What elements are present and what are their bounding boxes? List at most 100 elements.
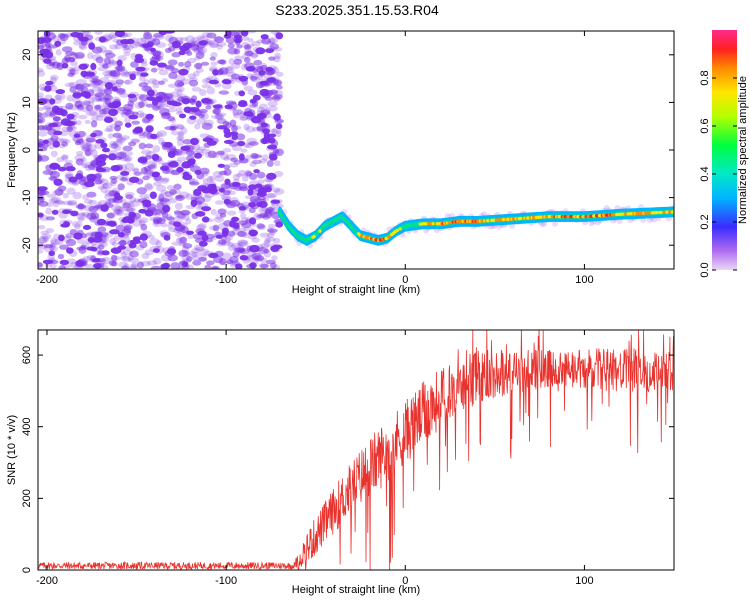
noise-speckle	[61, 46, 73, 53]
noise-speckle	[81, 100, 91, 106]
noise-speckle	[147, 164, 156, 169]
noise-speckle	[185, 218, 192, 225]
noise-speckle	[38, 67, 44, 73]
noise-speckle	[70, 114, 78, 121]
noise-speckle	[60, 223, 70, 228]
noise-speckle	[129, 265, 138, 269]
noise-speckle	[65, 238, 77, 247]
noise-speckle	[95, 113, 107, 118]
noise-speckle	[94, 31, 103, 35]
noise-speckle	[168, 220, 176, 225]
noise-speckle	[164, 126, 175, 131]
noise-speckle	[226, 210, 237, 216]
noise-speckle	[103, 202, 114, 209]
noise-speckle	[90, 62, 97, 71]
noise-speckle	[209, 42, 219, 49]
noise-speckle	[96, 218, 107, 226]
noise-speckle	[135, 66, 146, 72]
noise-speckle	[246, 137, 257, 145]
noise-speckle	[75, 139, 84, 144]
noise-speckle	[101, 62, 112, 69]
noise-speckle	[241, 41, 250, 49]
noise-speckle	[181, 161, 192, 169]
noise-speckle	[191, 86, 202, 92]
noise-speckle	[45, 80, 54, 86]
noise-speckle	[239, 247, 250, 255]
noise-speckle	[177, 133, 185, 141]
noise-speckle	[271, 201, 280, 207]
noise-speckle	[214, 174, 225, 183]
noise-speckle	[219, 258, 227, 265]
noise-speckle	[92, 129, 103, 137]
noise-speckle	[100, 89, 109, 96]
noise-speckle	[78, 246, 87, 254]
colorbar-tick-label: 0.8	[699, 70, 711, 85]
noise-speckle	[217, 68, 224, 75]
noise-speckle	[171, 241, 183, 246]
noise-speckle	[223, 156, 230, 161]
noise-speckle	[38, 224, 46, 230]
noise-speckle	[266, 45, 276, 52]
noise-speckle	[95, 165, 103, 171]
noise-speckle	[173, 210, 182, 215]
noise-speckle	[103, 88, 113, 96]
noise-speckle	[179, 226, 189, 233]
noise-speckle	[49, 162, 60, 170]
colorbar-label: Normalized spectral amplitude	[737, 76, 749, 224]
noise-speckle	[192, 71, 200, 77]
noise-speckle	[45, 228, 55, 234]
noise-speckle	[195, 51, 205, 60]
noise-speckle	[84, 232, 95, 238]
noise-speckle	[216, 150, 225, 155]
noise-speckle	[139, 155, 148, 162]
noise-speckle	[174, 74, 186, 83]
noise-speckle	[130, 61, 139, 68]
noise-speckle	[141, 252, 150, 260]
noise-speckle	[111, 34, 119, 39]
noise-speckle	[161, 78, 169, 83]
noise-speckle	[264, 211, 273, 219]
noise-speckle	[212, 107, 220, 115]
noise-speckle	[191, 252, 202, 257]
noise-speckle	[215, 113, 225, 121]
noise-speckle	[145, 182, 153, 190]
noise-speckle	[70, 210, 79, 217]
noise-speckle	[245, 154, 252, 160]
noise-speckle	[190, 115, 198, 121]
noise-speckle	[178, 61, 185, 67]
noise-speckle	[84, 165, 92, 172]
noise-speckle	[249, 101, 257, 108]
noise-speckle	[264, 183, 275, 191]
noise-speckle	[68, 69, 79, 76]
noise-speckle	[269, 129, 279, 134]
noise-speckle	[65, 102, 74, 110]
noise-speckle	[247, 37, 254, 43]
noise-speckle	[195, 45, 204, 52]
noise-speckle	[230, 73, 240, 80]
noise-speckle	[61, 141, 69, 147]
noise-speckle	[172, 150, 180, 155]
noise-speckle	[50, 196, 62, 203]
noise-speckle	[230, 157, 239, 162]
noise-speckle	[194, 56, 201, 61]
noise-speckle	[245, 219, 253, 224]
noise-speckle	[75, 158, 84, 166]
noise-speckle	[146, 160, 158, 167]
noise-speckle	[238, 169, 246, 176]
noise-speckle	[238, 90, 246, 97]
noise-speckle	[227, 241, 234, 247]
noise-speckle	[68, 123, 76, 130]
noise-speckle	[74, 140, 82, 146]
noise-speckle	[247, 188, 254, 196]
noise-speckle	[238, 247, 247, 256]
noise-speckle	[50, 135, 59, 142]
ridge-halo	[646, 216, 653, 223]
noise-speckle	[58, 130, 69, 137]
noise-speckle	[216, 118, 227, 124]
noise-speckle	[102, 183, 110, 189]
noise-speckle	[269, 37, 276, 45]
ridge-core	[659, 210, 663, 215]
noise-speckle	[101, 147, 111, 153]
noise-speckle	[124, 122, 132, 128]
